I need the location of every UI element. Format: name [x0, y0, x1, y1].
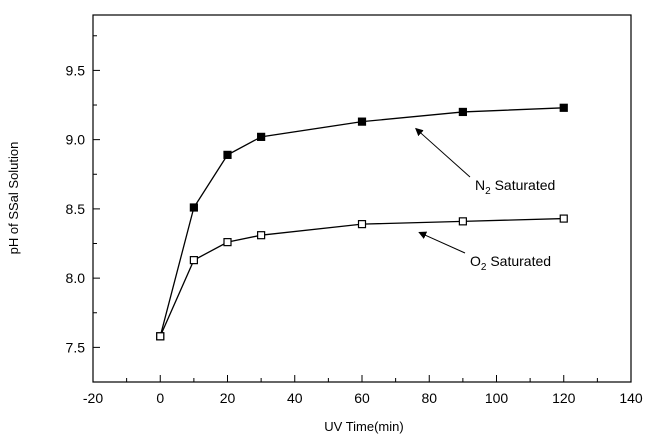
y-axis-ticks: 7.5 8.0 8.5 9.0 9.5 — [66, 35, 100, 355]
filled-square-marker — [257, 132, 266, 141]
filled-square-marker — [189, 203, 198, 212]
series-markers — [156, 103, 568, 341]
filled-square-marker — [559, 103, 568, 112]
filled-square-marker — [458, 107, 467, 117]
plot-area-frame — [92, 14, 632, 383]
y-tick-label: 7.5 — [66, 339, 86, 355]
y-tick-label: 9.5 — [66, 62, 86, 78]
x-tick-label: 100 — [485, 390, 509, 406]
filled-square-marker — [357, 117, 367, 126]
annotations: N2 Saturated O2 Saturated — [415, 127, 555, 273]
open-square-marker — [189, 256, 198, 265]
y-tick-label: 8.0 — [66, 270, 86, 286]
y-axis-title: pH of SSal Solution — [6, 142, 21, 255]
y-tick-label: 8.5 — [66, 201, 86, 217]
annotation-arrow — [415, 127, 471, 178]
open-square-marker — [357, 220, 367, 229]
open-square-marker — [458, 217, 467, 226]
x-tick-label: -20 — [83, 390, 103, 406]
x-tick-label: 40 — [287, 390, 303, 406]
open-square-marker — [223, 238, 232, 247]
open-square-marker — [257, 231, 266, 240]
x-axis-ticks: -20 0 20 40 60 80 100 120 140 — [83, 375, 643, 406]
x-tick-label: 20 — [220, 390, 236, 406]
series-line-1 — [159, 217, 564, 337]
x-tick-label: 120 — [552, 390, 576, 406]
annotation-label: O2 Saturated — [470, 253, 551, 273]
filled-square-marker — [223, 150, 232, 159]
x-tick-label: 60 — [354, 390, 370, 406]
x-tick-label: 80 — [421, 390, 437, 406]
y-tick-label: 9.0 — [66, 132, 86, 148]
annotation-arrow — [418, 231, 466, 254]
open-square-marker — [156, 332, 165, 341]
x-tick-label: 140 — [619, 390, 643, 406]
annotation-label: N2 Saturated — [475, 177, 555, 197]
x-tick-label: 0 — [156, 390, 164, 406]
x-axis-title: UV Time(min) — [324, 419, 403, 434]
open-square-marker — [559, 214, 568, 223]
